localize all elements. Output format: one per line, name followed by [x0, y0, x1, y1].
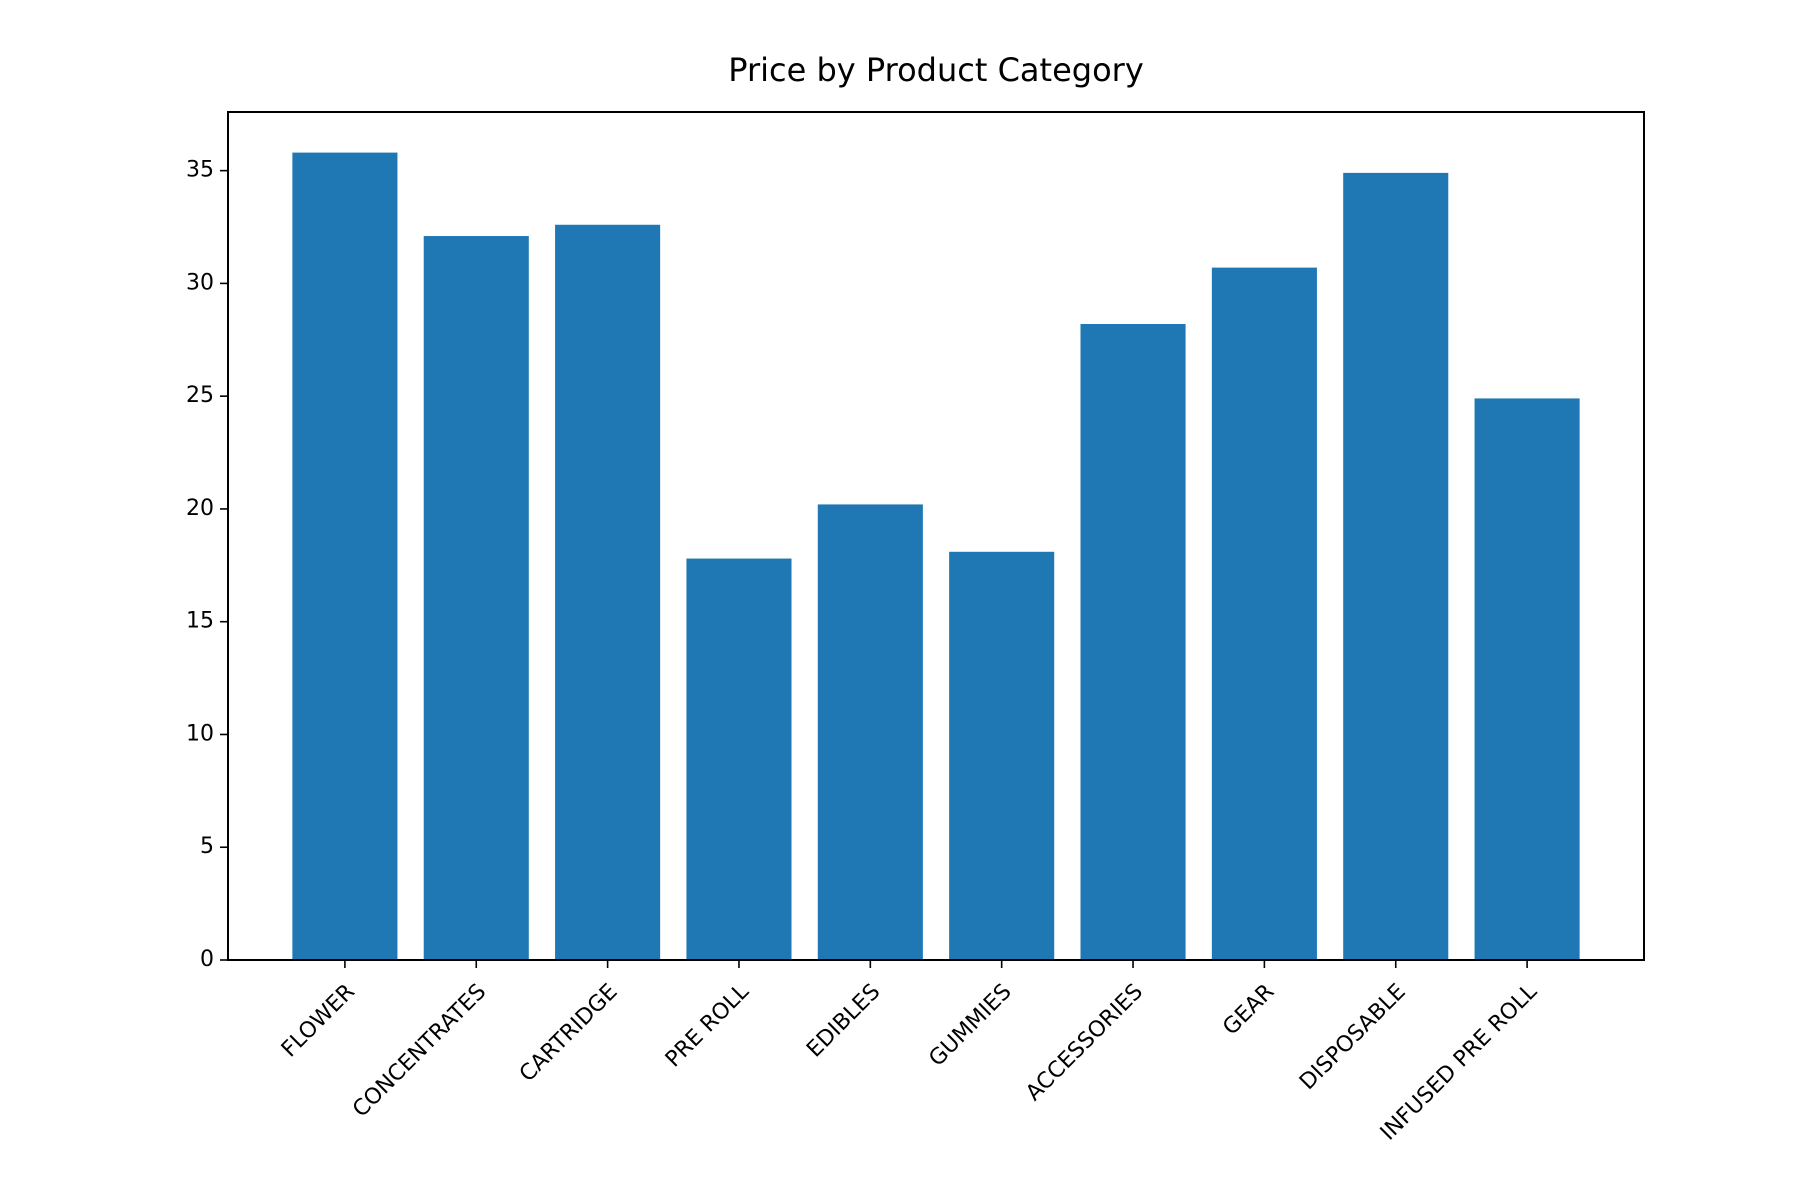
chart-title: Price by Product Category	[728, 51, 1144, 89]
axes-frame	[227, 111, 1645, 961]
bar	[1211, 267, 1317, 960]
bar	[555, 224, 661, 960]
y-tick-label: 30	[186, 270, 214, 295]
y-tick-label: 25	[186, 383, 214, 408]
y-tick-label: 20	[186, 496, 214, 521]
y-tick-label: 35	[186, 158, 214, 183]
bar	[1080, 324, 1186, 960]
bar	[817, 504, 923, 960]
bar	[1343, 172, 1449, 960]
bar	[423, 236, 529, 961]
bar	[1474, 398, 1580, 960]
y-tick-label: 5	[200, 834, 214, 859]
bar	[292, 152, 398, 960]
y-tick-label: 15	[186, 609, 214, 634]
y-tick-label: 10	[186, 721, 214, 746]
y-tick-label: 0	[200, 947, 214, 972]
bar	[686, 558, 792, 960]
bar	[949, 551, 1055, 960]
